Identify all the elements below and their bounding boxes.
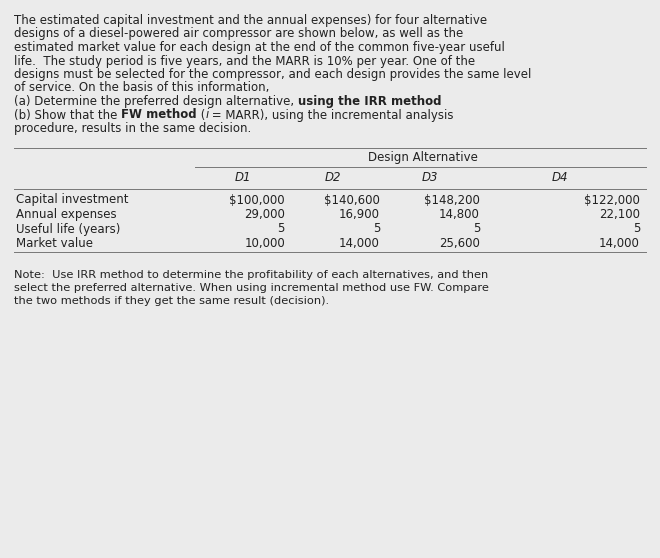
Text: 10,000: 10,000 bbox=[244, 237, 285, 250]
Text: life.  The study period is five years, and the MARR is 10% per year. One of the: life. The study period is five years, an… bbox=[14, 55, 475, 68]
Text: 14,000: 14,000 bbox=[599, 237, 640, 250]
Text: Note:  Use IRR method to determine the profitability of each alternatives, and t: Note: Use IRR method to determine the pr… bbox=[14, 270, 488, 280]
Text: 25,600: 25,600 bbox=[439, 237, 480, 250]
Text: 5: 5 bbox=[278, 223, 285, 235]
Text: 29,000: 29,000 bbox=[244, 208, 285, 221]
Text: of service. On the basis of this information,: of service. On the basis of this informa… bbox=[14, 81, 269, 94]
Text: 5: 5 bbox=[633, 223, 640, 235]
Text: $100,000: $100,000 bbox=[230, 194, 285, 206]
Text: procedure, results in the same decision.: procedure, results in the same decision. bbox=[14, 122, 251, 135]
Text: The estimated capital investment and the annual expenses) for four alternative: The estimated capital investment and the… bbox=[14, 14, 487, 27]
Text: FW method: FW method bbox=[121, 108, 197, 122]
Text: 16,900: 16,900 bbox=[339, 208, 380, 221]
Text: $148,200: $148,200 bbox=[424, 194, 480, 206]
Text: Market value: Market value bbox=[16, 237, 93, 250]
Text: the two methods if they get the same result (decision).: the two methods if they get the same res… bbox=[14, 296, 329, 306]
Text: D1: D1 bbox=[234, 171, 251, 184]
Text: i: i bbox=[205, 108, 209, 122]
Text: (a) Determine the preferred design alternative,: (a) Determine the preferred design alter… bbox=[14, 95, 298, 108]
Text: Capital investment: Capital investment bbox=[16, 194, 129, 206]
Text: $122,000: $122,000 bbox=[584, 194, 640, 206]
Text: D3: D3 bbox=[422, 171, 438, 184]
Text: Design Alternative: Design Alternative bbox=[368, 152, 478, 165]
Text: 5: 5 bbox=[473, 223, 480, 235]
Text: $140,600: $140,600 bbox=[324, 194, 380, 206]
Text: estimated market value for each design at the end of the common five-year useful: estimated market value for each design a… bbox=[14, 41, 505, 54]
Text: Useful life (years): Useful life (years) bbox=[16, 223, 120, 235]
Text: designs of a diesel-powered air compressor are shown below, as well as the: designs of a diesel-powered air compress… bbox=[14, 27, 463, 41]
Text: select the preferred alternative. When using incremental method use FW. Compare: select the preferred alternative. When u… bbox=[14, 283, 489, 293]
Text: using the IRR method: using the IRR method bbox=[298, 95, 442, 108]
Text: 14,000: 14,000 bbox=[339, 237, 380, 250]
Text: D2: D2 bbox=[324, 171, 341, 184]
Text: (b) Show that the: (b) Show that the bbox=[14, 108, 121, 122]
Text: (: ( bbox=[197, 108, 205, 122]
Text: D4: D4 bbox=[552, 171, 568, 184]
Text: = MARR), using the incremental analysis: = MARR), using the incremental analysis bbox=[209, 108, 454, 122]
Text: Annual expenses: Annual expenses bbox=[16, 208, 117, 221]
Text: designs must be selected for the compressor, and each design provides the same l: designs must be selected for the compres… bbox=[14, 68, 531, 81]
Text: 14,800: 14,800 bbox=[439, 208, 480, 221]
Text: 22,100: 22,100 bbox=[599, 208, 640, 221]
Text: 5: 5 bbox=[373, 223, 380, 235]
